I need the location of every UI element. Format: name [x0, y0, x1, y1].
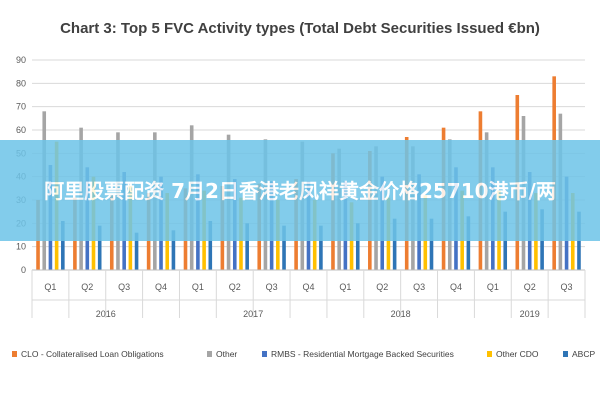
x-axis: Q1 Q2 Q3 Q4 Q1 Q2 Q3 Q4 Q1 Q2 Q3 Q4 Q1 Q2 Q3 2016 2017 20…	[31, 269, 586, 319]
year-label: 2016	[96, 309, 116, 319]
chart-title: Chart 3: Top 5 FVC Activity types (Total…	[60, 20, 540, 37]
legend-label: CLO - Collateralised Loan Obligations	[21, 349, 164, 359]
overlay-banner-text: 阿里股票配资 7月2日香港老凤祥黄金价格25710港币/两	[44, 178, 556, 203]
x-tick-label: Q3	[118, 282, 130, 292]
x-tick-label: Q2	[81, 282, 93, 292]
x-tick-label: Q1	[339, 282, 351, 292]
legend: CLO - Collateralised Loan Obligations Oth…	[12, 349, 595, 359]
x-tick-label: Q2	[376, 282, 388, 292]
x-tick-label: Q3	[266, 282, 278, 292]
x-tick-label: Q4	[155, 282, 167, 292]
legend-swatch	[207, 351, 212, 357]
bar	[355, 223, 360, 270]
bar	[392, 218, 397, 270]
x-tick-label: Q3	[413, 282, 425, 292]
legend-swatch	[262, 351, 267, 357]
y-tick-label: 90	[16, 55, 26, 65]
y-tick-label: 80	[16, 78, 26, 88]
overlay-banner[interactable]: 阿里股票配资 7月2日香港老凤祥黄金价格25710港币/两	[0, 140, 600, 241]
bar	[319, 225, 323, 270]
bar	[466, 216, 471, 270]
x-tick-label: Q2	[229, 282, 241, 292]
bar	[134, 232, 139, 270]
x-tick-label: Q4	[302, 282, 314, 292]
legend-label: RMBS - Residential Mortgage Backed Secur…	[271, 349, 454, 359]
legend-label: Other	[216, 349, 237, 359]
x-tick-label: Q1	[44, 282, 56, 292]
y-tick-label: 10	[16, 242, 26, 252]
legend-label: Other CDO	[496, 349, 539, 359]
legend-swatch	[563, 351, 568, 357]
year-label: 2018	[391, 309, 411, 319]
x-tick-label: Q4	[450, 282, 462, 292]
bar	[61, 221, 65, 270]
bar	[245, 223, 249, 270]
bar	[429, 218, 434, 270]
y-tick-label: 0	[21, 265, 26, 275]
bar	[208, 221, 213, 270]
y-tick-label: 70	[16, 102, 26, 112]
legend-swatch	[487, 351, 492, 357]
x-tick-label: Q3	[561, 282, 573, 292]
bar	[97, 225, 102, 270]
legend-swatch	[12, 351, 17, 357]
legend-label: ABCP	[572, 349, 595, 359]
bar	[171, 230, 176, 270]
year-label: 2017	[243, 309, 263, 319]
bar	[282, 225, 286, 270]
x-tick-label: Q2	[524, 282, 536, 292]
y-tick-label: 60	[16, 125, 26, 135]
x-tick-label: Q1	[487, 282, 499, 292]
year-label: 2019	[520, 309, 540, 319]
x-tick-label: Q1	[192, 282, 204, 292]
